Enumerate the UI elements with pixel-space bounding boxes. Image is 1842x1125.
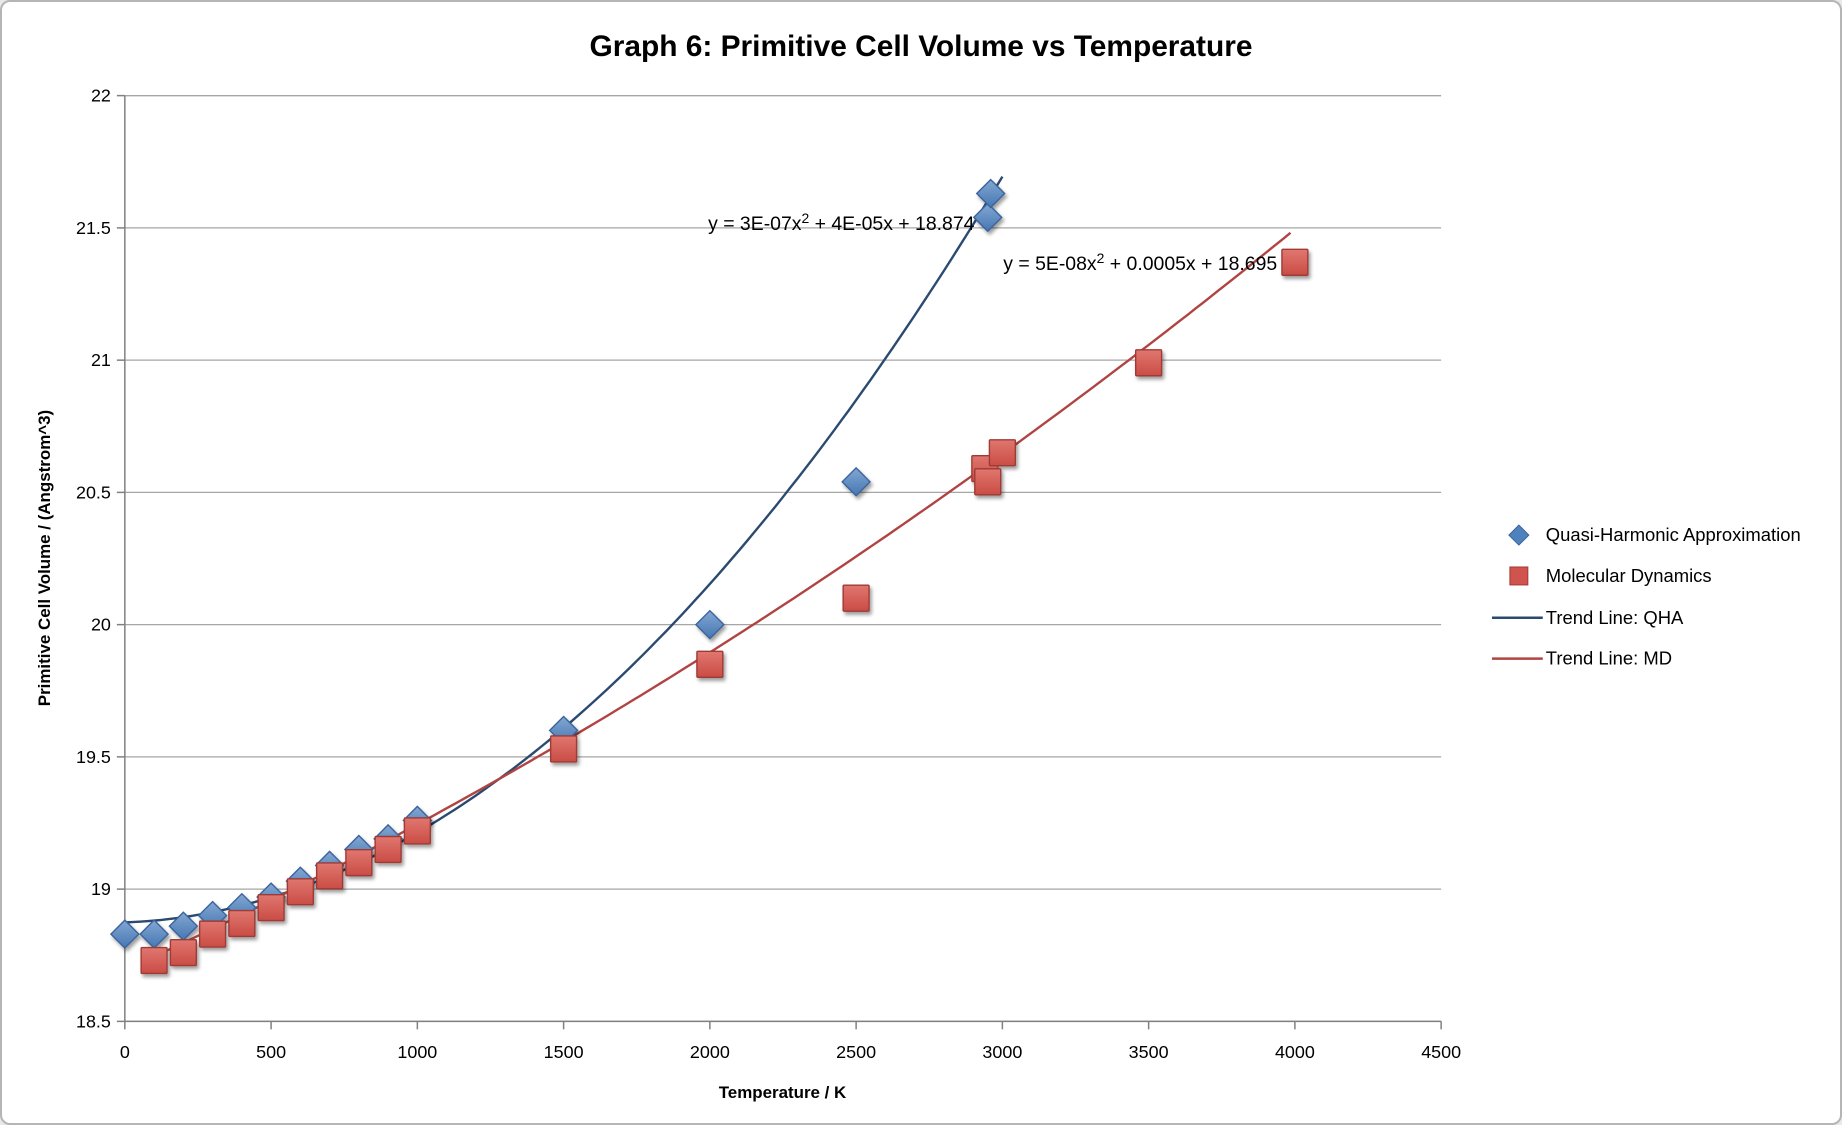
- md-point: [198, 920, 227, 948]
- series-md-points: [140, 248, 1309, 975]
- y-tick-label: 21.5: [76, 218, 111, 238]
- series-qha-points: [109, 178, 1006, 950]
- md-point: [345, 849, 373, 877]
- x-tick-label: 0: [120, 1042, 130, 1062]
- y-tick-labels: 18.5 19 19.5 20 20.5 21 21.5 22: [76, 86, 111, 1032]
- axes: [116, 94, 1442, 1030]
- x-tick-label: 4000: [1275, 1042, 1315, 1062]
- md-point: [257, 893, 285, 922]
- legend-item-qha: Quasi-Harmonic Approximation: [1508, 524, 1801, 546]
- x-tick-labels: 0 500 1000 1500 2000 2500 3000 3500 4000 4500: [120, 1042, 1461, 1062]
- md-point: [228, 909, 256, 938]
- legend-label-qha: Quasi-Harmonic Approximation: [1546, 524, 1801, 545]
- y-tick-label: 22: [91, 86, 111, 106]
- y-tick-label: 18.5: [76, 1011, 111, 1031]
- qha-point: [841, 466, 872, 497]
- md-point: [374, 835, 402, 864]
- md-point: [988, 439, 1017, 467]
- x-axis-title: Temperature / K: [719, 1083, 847, 1102]
- x-tick-label: 3500: [1129, 1042, 1169, 1062]
- y-tick-label: 19.5: [76, 747, 111, 767]
- qha-point: [975, 178, 1006, 209]
- md-point: [140, 946, 168, 975]
- trendline-qha: [124, 175, 1004, 924]
- legend-item-md: Molecular Dynamics: [1509, 565, 1712, 586]
- legend-label-trend-md: Trend Line: MD: [1546, 648, 1672, 669]
- y-tick-label: 19: [91, 879, 111, 899]
- md-point: [286, 878, 314, 906]
- x-tick-label: 2000: [690, 1042, 730, 1062]
- legend-item-trend-qha: Trend Line: QHA: [1491, 607, 1684, 628]
- legend-label-md: Molecular Dynamics: [1546, 565, 1712, 586]
- md-point: [696, 650, 724, 678]
- qha-equation-label: y = 3E-07x2 + 4E-05x + 18.874: [708, 210, 975, 235]
- x-tick-label: 2500: [836, 1042, 876, 1062]
- x-tick-label: 1000: [397, 1042, 437, 1062]
- x-tick-label: 3000: [982, 1042, 1022, 1062]
- qha-point: [972, 202, 1003, 233]
- qha-point: [109, 919, 140, 950]
- legend-label-trend-qha: Trend Line: QHA: [1546, 607, 1684, 628]
- x-tick-label: 4500: [1421, 1042, 1461, 1062]
- md-point: [315, 862, 344, 890]
- y-tick-label: 20.5: [76, 482, 111, 502]
- legend: Quasi-Harmonic Approximation Molecular D…: [1491, 524, 1801, 669]
- md-point: [842, 584, 870, 612]
- trendline-md: [141, 231, 1292, 963]
- x-tick-label: 1500: [544, 1042, 584, 1062]
- y-axis-title: Primitive Cell Volume / (Angstrom^3): [35, 410, 54, 706]
- qha-point: [139, 919, 170, 950]
- md-point: [974, 468, 1002, 496]
- y-tick-label: 21: [91, 350, 111, 370]
- md-point: [403, 817, 432, 845]
- md-point: [549, 735, 578, 763]
- qha-point: [694, 609, 725, 640]
- trend-lines: [124, 175, 1292, 963]
- red-square-icon: [1509, 566, 1529, 586]
- gridlines: [124, 95, 1442, 1023]
- md-point: [1134, 349, 1163, 377]
- x-tick-label: 500: [256, 1042, 286, 1062]
- md-equation-label: y = 5E-08x2 + 0.0005x + 18.695: [1003, 250, 1277, 275]
- md-point: [169, 938, 197, 967]
- legend-item-trend-md: Trend Line: MD: [1491, 648, 1672, 669]
- chart-title: Graph 6: Primitive Cell Volume vs Temper…: [589, 30, 1252, 63]
- md-point: [1281, 248, 1309, 276]
- blue-diamond-icon: [1508, 524, 1530, 546]
- y-tick-label: 20: [91, 615, 111, 635]
